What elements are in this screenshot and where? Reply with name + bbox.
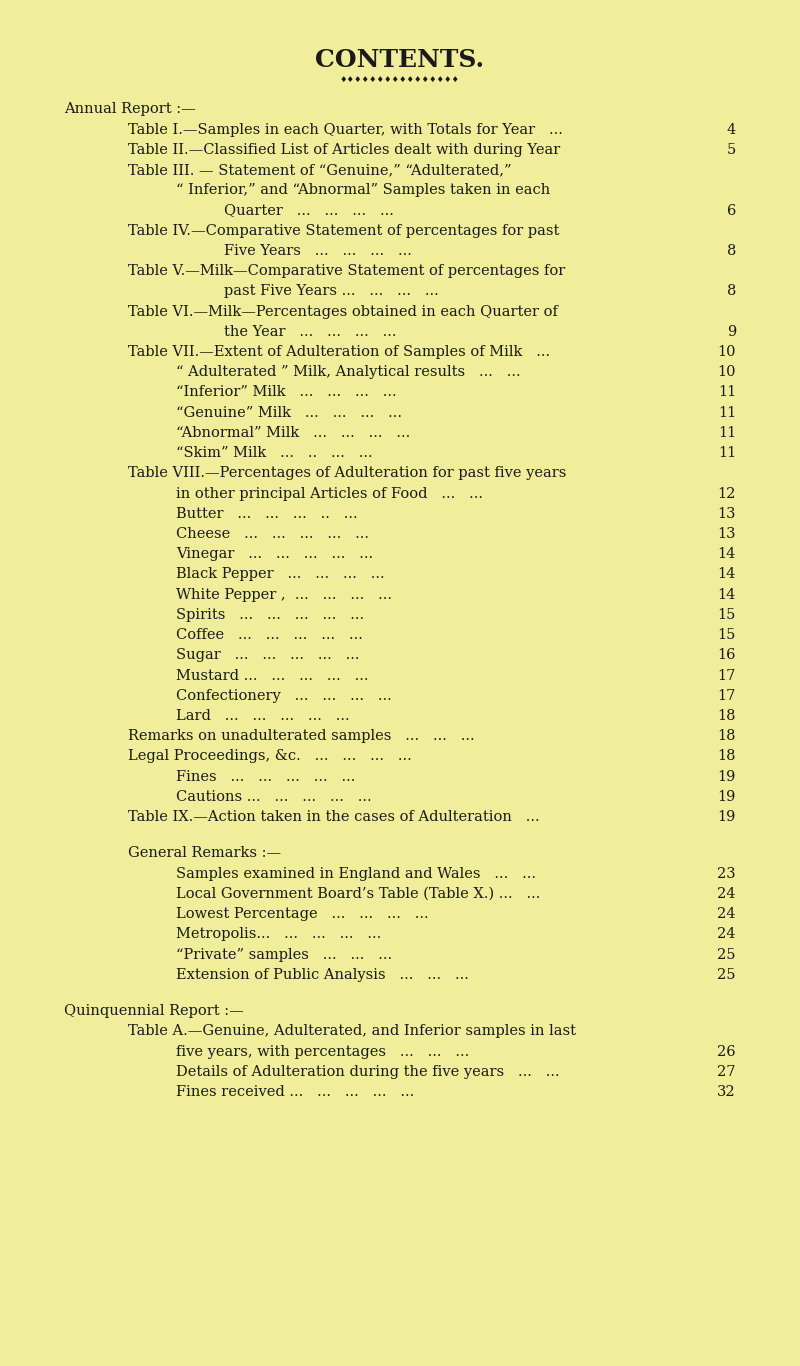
Text: Mustard ...   ...   ...   ...   ...: Mustard ... ... ... ... ... (176, 668, 369, 683)
Text: 8: 8 (726, 284, 736, 298)
Text: Cautions ...   ...   ...   ...   ...: Cautions ... ... ... ... ... (176, 790, 372, 803)
Text: Fines   ...   ...   ...   ...   ...: Fines ... ... ... ... ... (176, 769, 355, 784)
Text: 8: 8 (726, 245, 736, 258)
Text: Remarks on unadulterated samples   ...   ...   ...: Remarks on unadulterated samples ... ...… (128, 729, 474, 743)
Text: 19: 19 (718, 769, 736, 784)
Text: Vinegar   ...   ...   ...   ...   ...: Vinegar ... ... ... ... ... (176, 548, 373, 561)
Text: 11: 11 (718, 385, 736, 399)
Text: 18: 18 (718, 750, 736, 764)
Text: 27: 27 (718, 1064, 736, 1079)
Text: 13: 13 (718, 507, 736, 520)
Text: Quarter   ...   ...   ...   ...: Quarter ... ... ... ... (224, 204, 394, 217)
Text: Extension of Public Analysis   ...   ...   ...: Extension of Public Analysis ... ... ... (176, 967, 469, 982)
Text: General Remarks :—: General Remarks :— (128, 847, 281, 861)
Text: Table IV.—Comparative Statement of percentages for past: Table IV.—Comparative Statement of perce… (128, 224, 559, 238)
Text: 17: 17 (718, 688, 736, 702)
Text: Table I.—Samples in each Quarter, with Totals for Year   ...: Table I.—Samples in each Quarter, with T… (128, 123, 563, 137)
Text: 14: 14 (718, 548, 736, 561)
Text: “Genuine” Milk   ...   ...   ...   ...: “Genuine” Milk ... ... ... ... (176, 406, 402, 419)
Text: 26: 26 (718, 1045, 736, 1059)
Text: ♦♦♦♦♦♦♦♦♦♦♦♦♦♦♦♦: ♦♦♦♦♦♦♦♦♦♦♦♦♦♦♦♦ (340, 75, 460, 85)
Text: Table II.—Classified List of Articles dealt with during Year: Table II.—Classified List of Articles de… (128, 143, 560, 157)
Text: in other principal Articles of Food   ...   ...: in other principal Articles of Food ... … (176, 486, 483, 500)
Text: 17: 17 (718, 668, 736, 683)
Text: Samples examined in England and Wales   ...   ...: Samples examined in England and Wales ..… (176, 866, 536, 881)
Text: five years, with percentages   ...   ...   ...: five years, with percentages ... ... ... (176, 1045, 470, 1059)
Text: Table IX.—Action taken in the cases of Adulteration   ...: Table IX.—Action taken in the cases of A… (128, 810, 540, 824)
Text: 23: 23 (718, 866, 736, 881)
Text: 11: 11 (718, 447, 736, 460)
Text: the Year   ...   ...   ...   ...: the Year ... ... ... ... (224, 325, 397, 339)
Text: Table VII.—Extent of Adulteration of Samples of Milk   ...: Table VII.—Extent of Adulteration of Sam… (128, 346, 550, 359)
Text: “Skim” Milk   ...   ..   ...   ...: “Skim” Milk ... .. ... ... (176, 447, 373, 460)
Text: 11: 11 (718, 426, 736, 440)
Text: 15: 15 (718, 628, 736, 642)
Text: 9: 9 (726, 325, 736, 339)
Text: Lard   ...   ...   ...   ...   ...: Lard ... ... ... ... ... (176, 709, 350, 723)
Text: CONTENTS.: CONTENTS. (315, 48, 485, 72)
Text: Lowest Percentage   ...   ...   ...   ...: Lowest Percentage ... ... ... ... (176, 907, 429, 921)
Text: 19: 19 (718, 810, 736, 824)
Text: 18: 18 (718, 709, 736, 723)
Text: 25: 25 (718, 948, 736, 962)
Text: past Five Years ...   ...   ...   ...: past Five Years ... ... ... ... (224, 284, 438, 298)
Text: 16: 16 (718, 649, 736, 663)
Text: Table VIII.—Percentages of Adulteration for past five years: Table VIII.—Percentages of Adulteration … (128, 466, 566, 481)
Text: 19: 19 (718, 790, 736, 803)
Text: 5: 5 (726, 143, 736, 157)
Text: Table III. — Statement of “Genuine,” “Adulterated,”: Table III. — Statement of “Genuine,” “Ad… (128, 163, 511, 178)
Text: Cheese   ...   ...   ...   ...   ...: Cheese ... ... ... ... ... (176, 527, 369, 541)
Text: 13: 13 (718, 527, 736, 541)
Text: Legal Proceedings, &c.   ...   ...   ...   ...: Legal Proceedings, &c. ... ... ... ... (128, 750, 412, 764)
Text: 6: 6 (726, 204, 736, 217)
Text: Details of Adulteration during the five years   ...   ...: Details of Adulteration during the five … (176, 1064, 560, 1079)
Text: Spirits   ...   ...   ...   ...   ...: Spirits ... ... ... ... ... (176, 608, 364, 622)
Text: 12: 12 (718, 486, 736, 500)
Text: 11: 11 (718, 406, 736, 419)
Text: “ Adulterated ” Milk, Analytical results   ...   ...: “ Adulterated ” Milk, Analytical results… (176, 365, 521, 380)
Text: Butter   ...   ...   ...   ..   ...: Butter ... ... ... .. ... (176, 507, 358, 520)
Text: Table VI.—Milk—Percentages obtained in each Quarter of: Table VI.—Milk—Percentages obtained in e… (128, 305, 558, 318)
Text: 25: 25 (718, 967, 736, 982)
Text: 24: 24 (718, 907, 736, 921)
Text: “Private” samples   ...   ...   ...: “Private” samples ... ... ... (176, 948, 392, 962)
Text: Quinquennial Report :—: Quinquennial Report :— (64, 1004, 244, 1018)
Text: White Pepper ,  ...   ...   ...   ...: White Pepper , ... ... ... ... (176, 587, 392, 601)
Text: “Abnormal” Milk   ...   ...   ...   ...: “Abnormal” Milk ... ... ... ... (176, 426, 410, 440)
Text: “ Inferior,” and “Abnormal” Samples taken in each: “ Inferior,” and “Abnormal” Samples take… (176, 183, 550, 197)
Text: 24: 24 (718, 887, 736, 900)
Text: Coffee   ...   ...   ...   ...   ...: Coffee ... ... ... ... ... (176, 628, 363, 642)
Text: 14: 14 (718, 567, 736, 582)
Text: Five Years   ...   ...   ...   ...: Five Years ... ... ... ... (224, 245, 412, 258)
Text: Local Government Board’s Table (Table X.) ...   ...: Local Government Board’s Table (Table X.… (176, 887, 540, 900)
Text: Annual Report :—: Annual Report :— (64, 102, 196, 116)
Text: 24: 24 (718, 928, 736, 941)
Text: Black Pepper   ...   ...   ...   ...: Black Pepper ... ... ... ... (176, 567, 385, 582)
Text: Metropolis...   ...   ...   ...   ...: Metropolis... ... ... ... ... (176, 928, 382, 941)
Text: 15: 15 (718, 608, 736, 622)
Text: Fines received ...   ...   ...   ...   ...: Fines received ... ... ... ... ... (176, 1085, 414, 1100)
Text: Table V.—Milk—Comparative Statement of percentages for: Table V.—Milk—Comparative Statement of p… (128, 264, 566, 279)
Text: “Inferior” Milk   ...   ...   ...   ...: “Inferior” Milk ... ... ... ... (176, 385, 397, 399)
Text: 18: 18 (718, 729, 736, 743)
Text: Sugar   ...   ...   ...   ...   ...: Sugar ... ... ... ... ... (176, 649, 359, 663)
Text: 4: 4 (726, 123, 736, 137)
Text: 14: 14 (718, 587, 736, 601)
Text: Confectionery   ...   ...   ...   ...: Confectionery ... ... ... ... (176, 688, 392, 702)
Text: 10: 10 (718, 365, 736, 380)
Text: 10: 10 (718, 346, 736, 359)
Text: 32: 32 (718, 1085, 736, 1100)
Text: Table A.—Genuine, Adulterated, and Inferior samples in last: Table A.—Genuine, Adulterated, and Infer… (128, 1024, 576, 1038)
